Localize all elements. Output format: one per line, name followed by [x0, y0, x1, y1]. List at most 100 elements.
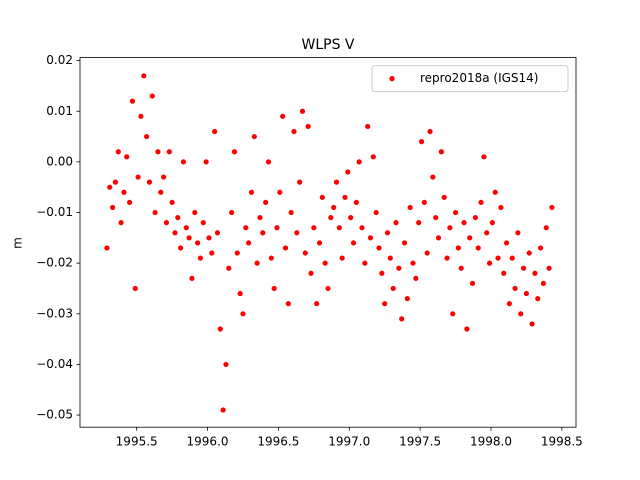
- point: [546, 265, 552, 271]
- point: [297, 179, 303, 185]
- point: [353, 199, 359, 206]
- point: [226, 265, 232, 271]
- point: [336, 225, 342, 231]
- y-tick-label: −0.04: [36, 357, 73, 371]
- point: [172, 230, 178, 236]
- point: [163, 220, 170, 226]
- point: [203, 159, 209, 165]
- x-tick-label: 1998.0: [470, 435, 512, 449]
- point: [498, 204, 504, 211]
- point: [135, 174, 141, 180]
- point: [433, 214, 439, 221]
- point: [248, 189, 255, 195]
- x-tick-label: 1997.0: [328, 435, 370, 449]
- point: [455, 245, 461, 251]
- point: [452, 209, 459, 216]
- point: [144, 133, 150, 140]
- point: [260, 230, 266, 236]
- point: [129, 98, 136, 104]
- point: [418, 139, 425, 145]
- point: [438, 149, 444, 155]
- point: [257, 214, 263, 221]
- point: [416, 220, 422, 226]
- point: [481, 154, 487, 160]
- point: [458, 265, 464, 271]
- point: [367, 235, 374, 241]
- point: [444, 255, 450, 261]
- point: [535, 295, 541, 302]
- point: [413, 275, 419, 281]
- point: [396, 265, 402, 271]
- point: [379, 270, 385, 276]
- point: [325, 285, 331, 292]
- point: [520, 265, 527, 271]
- point: [305, 123, 311, 130]
- point: [146, 179, 153, 185]
- point: [280, 113, 286, 119]
- point: [503, 240, 510, 246]
- y-axis-label: m: [11, 237, 25, 249]
- point: [183, 225, 189, 231]
- point: [495, 255, 501, 261]
- point: [489, 220, 495, 226]
- point: [384, 230, 391, 236]
- point: [509, 255, 515, 261]
- point: [124, 154, 130, 160]
- point: [246, 240, 252, 246]
- point: [282, 245, 289, 251]
- point: [152, 209, 158, 216]
- point: [104, 245, 110, 251]
- point: [212, 128, 218, 135]
- point: [169, 199, 175, 206]
- point: [518, 311, 524, 317]
- y-tick-label: −0.05: [36, 408, 73, 422]
- point: [359, 225, 365, 231]
- point: [314, 301, 320, 307]
- point: [427, 128, 433, 135]
- point: [175, 214, 181, 221]
- point: [399, 316, 405, 322]
- point: [387, 255, 393, 261]
- point: [382, 301, 388, 307]
- point: [450, 311, 456, 317]
- point: [322, 260, 328, 266]
- point: [115, 149, 121, 155]
- point: [512, 285, 518, 292]
- point: [158, 189, 164, 195]
- point: [231, 149, 238, 155]
- point: [251, 133, 257, 140]
- series: [104, 73, 555, 413]
- point: [447, 225, 453, 231]
- point: [430, 174, 436, 180]
- point: [331, 204, 337, 211]
- point: [441, 194, 447, 200]
- point: [475, 245, 481, 251]
- legend-marker: [389, 76, 395, 82]
- point: [407, 204, 413, 211]
- point: [410, 260, 416, 266]
- point: [121, 189, 127, 195]
- point: [376, 245, 382, 251]
- point: [333, 179, 340, 185]
- point: [523, 290, 530, 297]
- point: [109, 204, 116, 211]
- point: [271, 285, 277, 292]
- point: [285, 301, 291, 307]
- point: [277, 189, 283, 195]
- x-tick-label: 1997.5: [399, 435, 441, 449]
- point: [299, 108, 306, 114]
- point: [467, 235, 473, 241]
- point: [348, 214, 354, 221]
- point: [543, 225, 549, 231]
- point: [435, 235, 442, 241]
- legend-label: repro2018a (IGS14): [420, 71, 538, 85]
- point: [401, 240, 408, 246]
- point: [240, 311, 246, 317]
- point: [350, 240, 357, 246]
- point: [339, 255, 345, 261]
- point: [328, 214, 334, 221]
- point: [118, 220, 124, 226]
- point: [515, 230, 521, 236]
- legend-box: [371, 65, 569, 93]
